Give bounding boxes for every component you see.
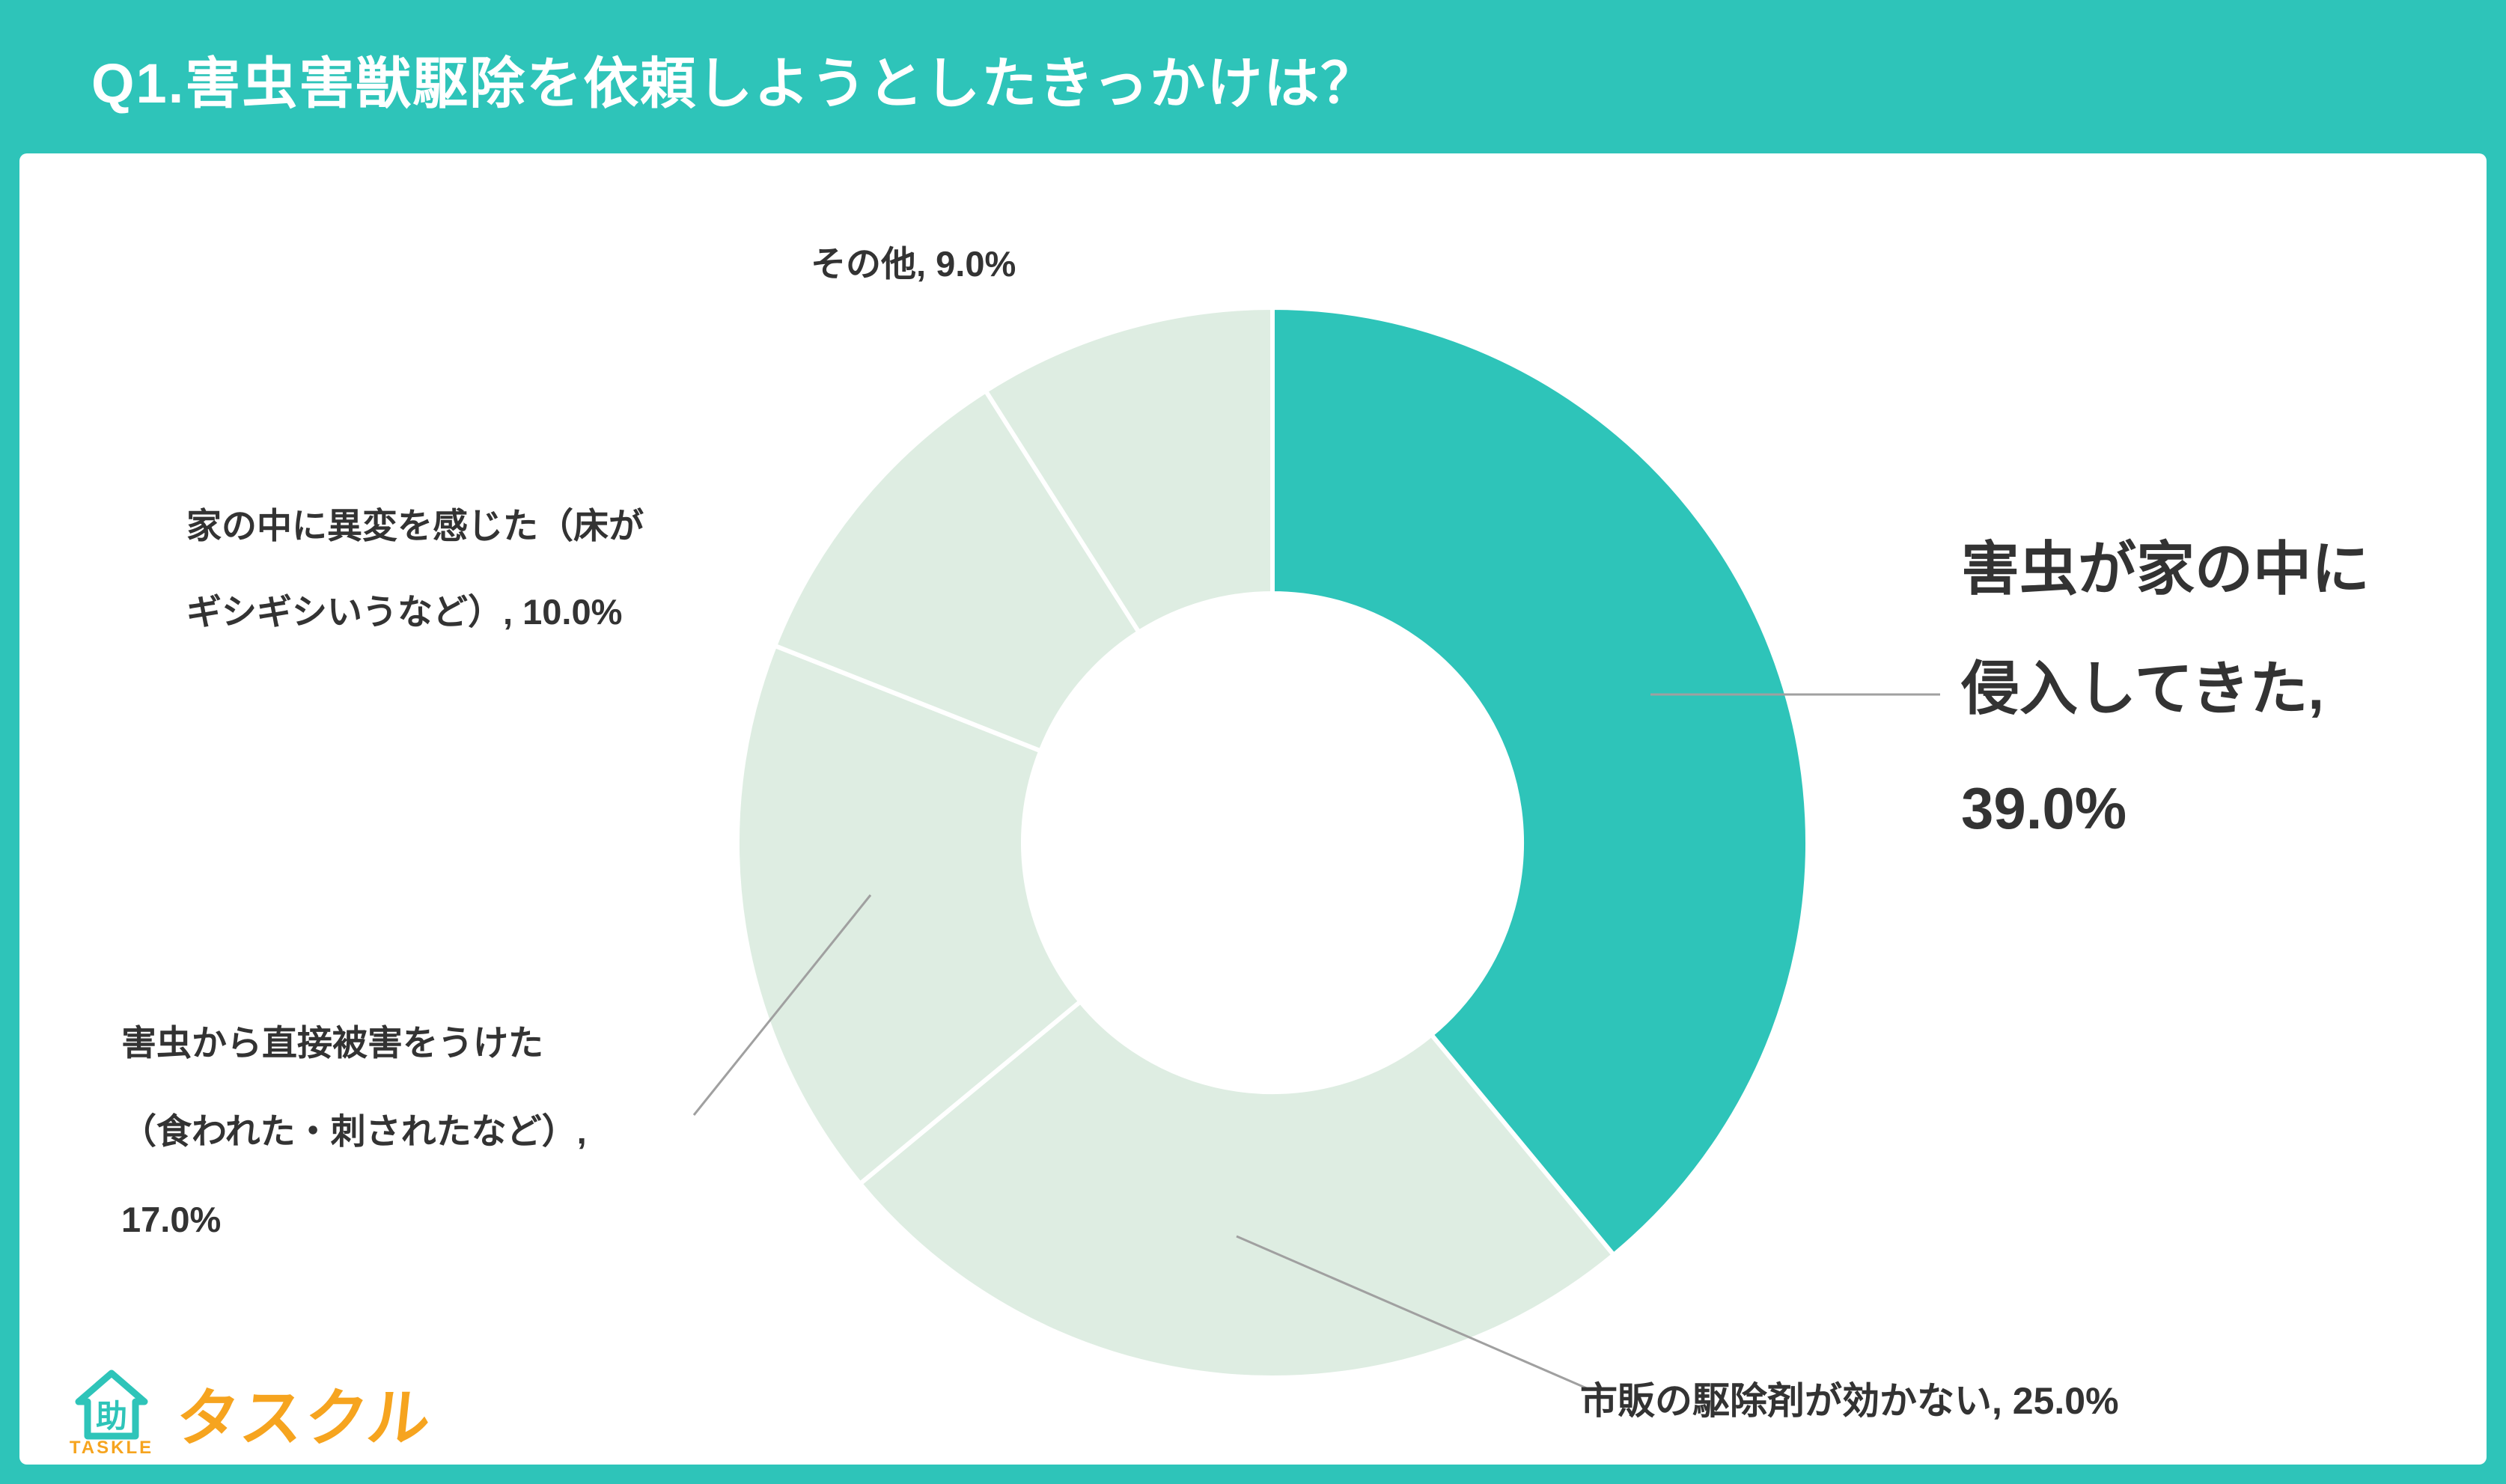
segment-label-other: その他, 9.0% <box>811 221 1016 307</box>
segment-label-anomaly-line1: 家の中に異変を感じた（床が <box>186 506 644 546</box>
taskle-logo-house: 助 TASKLE <box>67 1369 156 1459</box>
donut-segment-4 <box>982 305 1275 635</box>
segment-label-main-line3: 39.0% <box>1961 775 2127 841</box>
donut-segment-1 <box>856 998 1618 1380</box>
taskle-logo: 助 TASKLE タスクル <box>67 1368 436 1459</box>
page-title: Q1.害虫害獣駆除を依頼しようとしたきっかけは？ <box>91 52 1378 114</box>
svg-text:助: 助 <box>96 1399 127 1434</box>
segment-label-direct-line1: 害虫から直接被害をうけた <box>121 1023 543 1063</box>
segment-label-otc: 市販の駆除剤が効かない, 25.0% <box>1580 1358 2119 1444</box>
house-icon: 助 <box>75 1370 148 1439</box>
donut-segment-3 <box>772 388 1142 754</box>
segment-label-direct: 害虫から直接被害をうけた （食われた・刺されたなど）, 17.0% <box>121 999 587 1264</box>
segment-label-direct-line3: 17.0% <box>121 1200 222 1239</box>
segment-label-direct-line2: （食われた・刺されたなど）, <box>121 1111 587 1151</box>
donut-segment-0 <box>1270 305 1810 1259</box>
taskle-logo-sub: TASKLE <box>69 1437 154 1458</box>
segment-label-anomaly-line2: ギシギシいうなど）, 10.0% <box>186 592 623 632</box>
segment-label-main-line1: 害虫が家の中に <box>1961 536 2371 602</box>
segment-label-main: 害虫が家の中に 侵入してきた, 39.0% <box>1961 509 2370 868</box>
segment-label-other-text: その他, 9.0% <box>811 244 1016 284</box>
taskle-logo-brand: タスクル <box>172 1383 436 1453</box>
donut-segment-2 <box>735 642 1084 1188</box>
header-band: Q1.害虫害獣駆除を依頼しようとしたきっかけは？ <box>0 0 2506 153</box>
segment-label-otc-text: 市販の駆除剤が効かない, 25.0% <box>1580 1380 2119 1422</box>
segment-label-main-line2: 侵入してきた, <box>1961 656 2324 721</box>
leader-line-1 <box>692 894 872 1116</box>
segment-label-anomaly: 家の中に異変を感じた（床が ギシギシいうなど）, 10.0% <box>186 483 644 655</box>
leader-line-2 <box>1236 1235 1589 1390</box>
